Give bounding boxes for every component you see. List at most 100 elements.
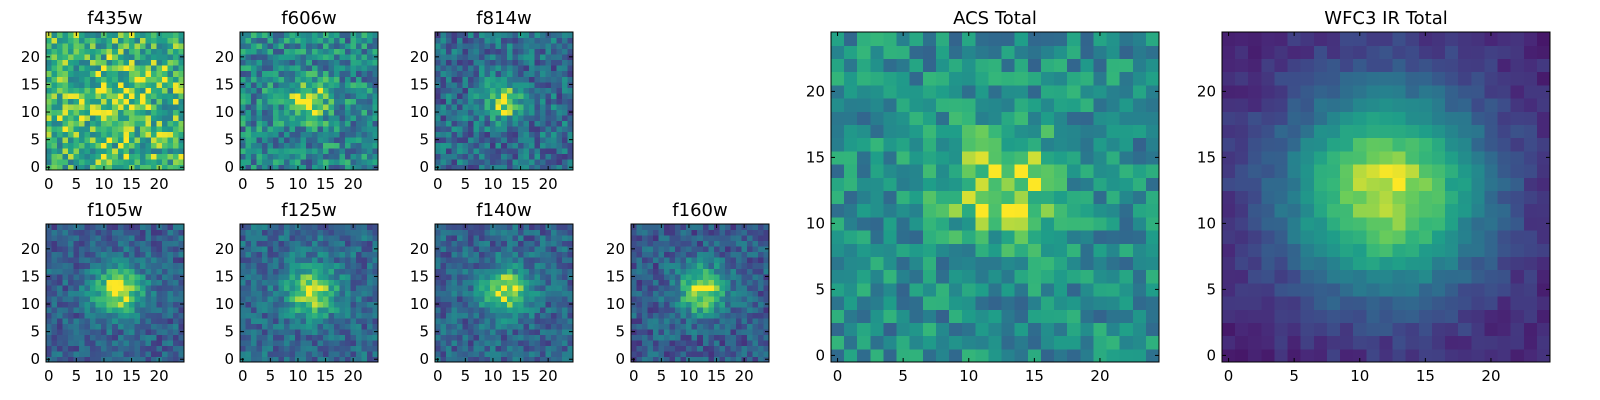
heatmap-cell — [528, 37, 535, 44]
x-tick-label: 0 — [629, 367, 639, 385]
heatmap-cell — [62, 229, 69, 236]
heatmap-cell — [1132, 322, 1147, 337]
heatmap-cell — [156, 131, 163, 138]
heatmap-cell — [517, 65, 524, 72]
heatmap-cell — [178, 70, 185, 77]
heatmap-cell — [501, 153, 508, 160]
heatmap-cell — [106, 273, 113, 280]
heatmap-cell — [284, 136, 291, 143]
heatmap-cell — [156, 92, 163, 99]
heatmap-cell — [484, 32, 491, 39]
heatmap-cell — [746, 290, 754, 297]
heatmap-cell — [1067, 216, 1081, 231]
heatmap-cell — [267, 295, 274, 302]
heatmap-cell — [317, 284, 324, 291]
heatmap-cell — [333, 158, 340, 166]
heatmap-cell — [523, 235, 530, 242]
heatmap-cell — [95, 120, 102, 127]
heatmap-cell — [512, 43, 519, 50]
heatmap-cell — [512, 98, 519, 105]
heatmap-cell — [51, 147, 58, 155]
heatmap-cell — [528, 48, 535, 55]
heatmap-cell — [311, 334, 318, 341]
heatmap-cell — [1080, 282, 1094, 297]
heatmap-cell — [636, 257, 643, 264]
heatmap-cell — [366, 235, 374, 242]
heatmap-cell — [317, 131, 324, 138]
heatmap-cell — [117, 37, 124, 44]
heatmap-cell — [691, 251, 698, 258]
heatmap-cell — [333, 350, 340, 358]
heatmap-cell — [446, 284, 453, 291]
heatmap-cell — [691, 334, 698, 341]
heatmap-cell — [457, 92, 464, 99]
heatmap-cell — [664, 290, 671, 297]
heatmap-cell — [468, 120, 475, 127]
heatmap-cell — [62, 98, 69, 105]
heatmap-cell — [857, 230, 871, 244]
heatmap-cell — [534, 37, 541, 44]
heatmap-cell — [561, 103, 569, 110]
heatmap-cell — [161, 246, 169, 253]
heatmap-cell — [172, 153, 180, 160]
heatmap-cell — [528, 290, 535, 297]
heatmap-cell — [328, 262, 335, 269]
heatmap-cell — [134, 246, 141, 253]
heatmap-cell — [922, 335, 937, 350]
heatmap-cell — [534, 268, 541, 275]
heatmap-cell — [561, 279, 569, 286]
heatmap-cell — [550, 103, 558, 110]
heatmap-cell — [106, 65, 113, 72]
heatmap-cell — [556, 158, 563, 166]
heatmap-cell — [167, 295, 174, 302]
heatmap-cell — [251, 125, 258, 132]
heatmap-cell — [295, 48, 302, 55]
heatmap-cell — [451, 306, 458, 313]
heatmap-cell — [57, 284, 64, 291]
heatmap-cell — [528, 251, 535, 258]
heatmap-cell — [484, 98, 491, 105]
heatmap-cell — [844, 282, 858, 297]
heatmap-cell — [256, 37, 263, 44]
heatmap-cell — [333, 153, 340, 160]
heatmap-cell — [328, 48, 335, 55]
heatmap-cell — [484, 54, 491, 61]
heatmap-cell — [372, 345, 379, 352]
heatmap-cell — [84, 284, 91, 291]
heatmap-cell — [117, 32, 124, 39]
heatmap-cell — [462, 345, 469, 352]
heatmap-cell — [156, 246, 163, 253]
heatmap-cell — [757, 235, 765, 242]
heatmap-cell — [490, 136, 497, 143]
heatmap-cell — [167, 262, 174, 269]
heatmap-cell — [479, 229, 486, 236]
heatmap-cell — [440, 70, 447, 77]
heatmap-cell — [528, 235, 535, 242]
heatmap-cell — [161, 301, 169, 308]
heatmap-cell — [935, 256, 950, 271]
heatmap-cell — [647, 345, 654, 352]
heatmap-cell — [339, 125, 346, 132]
heatmap-cell — [844, 177, 858, 191]
heatmap-cell — [691, 229, 698, 236]
heatmap-cell — [150, 59, 157, 66]
heatmap-cell — [642, 317, 649, 324]
heatmap-cell — [708, 246, 715, 253]
heatmap-cell — [534, 147, 541, 155]
heatmap-cell — [440, 81, 447, 88]
heatmap-cell — [172, 273, 180, 280]
heatmap-cell — [328, 290, 335, 297]
heatmap-cell — [523, 334, 530, 341]
heatmap-cell — [128, 273, 135, 280]
heatmap-cell — [172, 48, 180, 55]
heatmap-cell — [240, 323, 247, 330]
heatmap-cell — [278, 81, 285, 88]
heatmap-cell — [101, 328, 108, 335]
heatmap-cell — [366, 323, 374, 330]
heatmap-cell — [350, 301, 357, 308]
heatmap-cell — [724, 284, 731, 291]
heatmap-cell — [267, 246, 274, 253]
heatmap-cell — [556, 317, 563, 324]
heatmap-cell — [278, 109, 285, 116]
heatmap-cell — [284, 295, 291, 302]
